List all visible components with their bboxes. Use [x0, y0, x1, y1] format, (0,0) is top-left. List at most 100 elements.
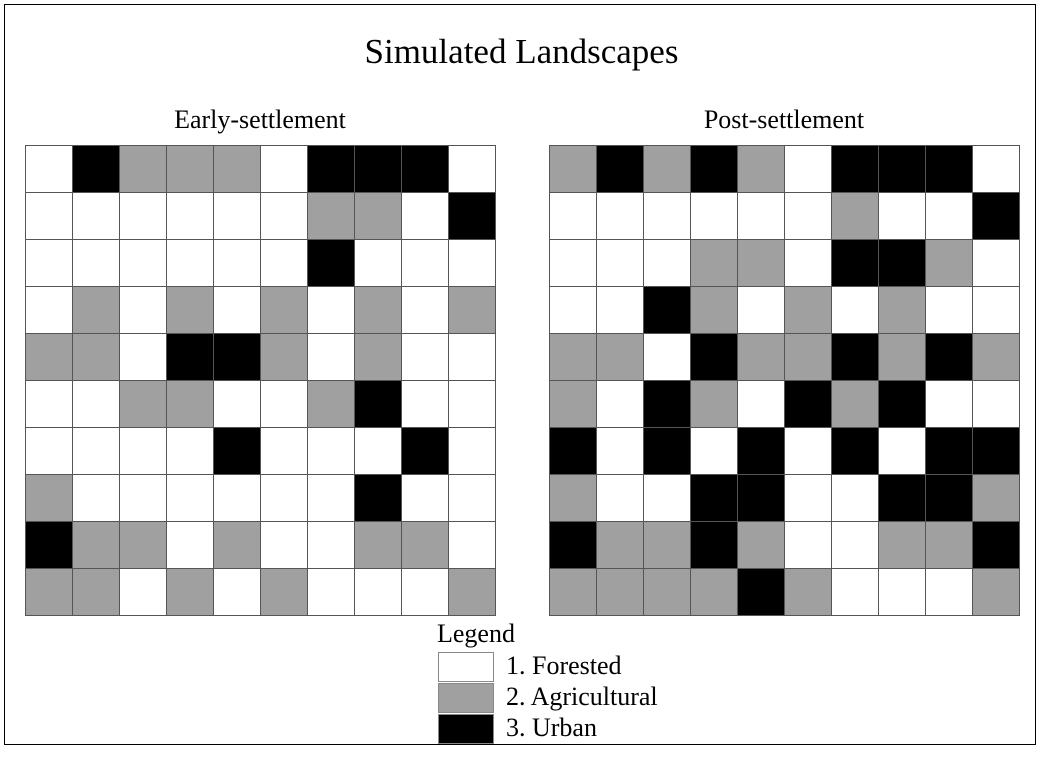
grid-cell	[550, 334, 597, 381]
grid-cell	[120, 240, 167, 287]
grid-cell	[926, 193, 973, 240]
grid-cell	[120, 475, 167, 522]
grid-cell	[308, 193, 355, 240]
legend-label-forested: 1. Forested	[506, 651, 622, 680]
grid-cell	[26, 146, 73, 193]
grid-cell	[785, 522, 832, 569]
grid-cell	[644, 240, 691, 287]
grid-cell	[26, 287, 73, 334]
grid-cell	[214, 381, 261, 428]
grid-cell	[738, 522, 785, 569]
grid-cell	[261, 428, 308, 475]
grid-cell	[214, 334, 261, 381]
grid-cell	[785, 569, 832, 616]
grid-cell	[973, 146, 1020, 193]
grid-cell	[785, 240, 832, 287]
grid-cell	[120, 381, 167, 428]
grid-cell	[402, 522, 449, 569]
early-settlement-title: Early-settlement	[174, 105, 346, 134]
grid-cell	[214, 475, 261, 522]
grid-cell	[832, 334, 879, 381]
grid-cell	[597, 240, 644, 287]
grid-cell	[402, 475, 449, 522]
grid-cell	[402, 428, 449, 475]
grid-cell	[214, 193, 261, 240]
post-settlement-grid	[549, 145, 1020, 616]
grid-cell	[691, 381, 738, 428]
legend-label-agricultural: 2. Agricultural	[506, 682, 658, 711]
grid-cell	[785, 334, 832, 381]
grid-cell	[785, 428, 832, 475]
grid-cell	[402, 287, 449, 334]
grid-cell	[738, 287, 785, 334]
grid-cell	[738, 428, 785, 475]
urban-swatch	[438, 714, 494, 744]
grid-cell	[832, 193, 879, 240]
grid-cell	[879, 381, 926, 428]
grid-cell	[644, 428, 691, 475]
grid-cell	[26, 381, 73, 428]
grid-cell	[879, 475, 926, 522]
grid-cell	[355, 428, 402, 475]
grid-cell	[73, 569, 120, 616]
grid-cell	[597, 193, 644, 240]
grid-cell	[26, 193, 73, 240]
grid-cell	[26, 522, 73, 569]
figure-title: Simulated Landscapes	[364, 32, 679, 71]
grid-cell	[214, 428, 261, 475]
grid-cell	[355, 193, 402, 240]
grid-cell	[879, 146, 926, 193]
grid-cell	[597, 428, 644, 475]
grid-cell	[832, 240, 879, 287]
grid-cell	[550, 240, 597, 287]
grid-cell	[785, 193, 832, 240]
grid-cell	[308, 381, 355, 428]
grid-cell	[167, 287, 214, 334]
grid-cell	[167, 334, 214, 381]
grid-cell	[973, 193, 1020, 240]
grid-cell	[73, 381, 120, 428]
grid-cell	[832, 522, 879, 569]
grid-cell	[832, 475, 879, 522]
grid-cell	[167, 193, 214, 240]
grid-cell	[973, 522, 1020, 569]
grid-cell	[879, 287, 926, 334]
grid-cell	[644, 334, 691, 381]
grid-cell	[167, 475, 214, 522]
grid-cell	[261, 287, 308, 334]
grid-cell	[644, 475, 691, 522]
grid-cell	[550, 146, 597, 193]
grid-cell	[355, 146, 402, 193]
grid-cell	[738, 193, 785, 240]
grid-cell	[261, 240, 308, 287]
grid-cell	[691, 334, 738, 381]
grid-cell	[355, 287, 402, 334]
grid-cell	[926, 475, 973, 522]
grid-cell	[738, 475, 785, 522]
grid-cell	[785, 146, 832, 193]
grid-cell	[691, 428, 738, 475]
grid-cell	[402, 240, 449, 287]
grid-cell	[926, 240, 973, 287]
grid-cell	[402, 193, 449, 240]
grid-cell	[879, 569, 926, 616]
grid-cell	[832, 287, 879, 334]
grid-cell	[926, 381, 973, 428]
grid-cell	[355, 522, 402, 569]
grid-cell	[355, 475, 402, 522]
grid-cell	[691, 569, 738, 616]
grid-cell	[926, 522, 973, 569]
grid-cell	[120, 522, 167, 569]
grid-cell	[402, 381, 449, 428]
grid-cell	[691, 146, 738, 193]
grid-cell	[26, 475, 73, 522]
grid-cell	[308, 240, 355, 287]
grid-cell	[973, 334, 1020, 381]
legend-label-urban: 3. Urban	[506, 713, 597, 742]
grid-cell	[644, 146, 691, 193]
grid-cell	[449, 287, 496, 334]
grid-cell	[644, 522, 691, 569]
grid-cell	[879, 193, 926, 240]
grid-cell	[214, 569, 261, 616]
grid-cell	[738, 240, 785, 287]
